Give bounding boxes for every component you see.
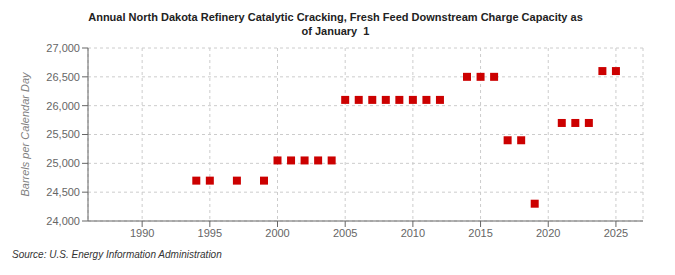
svg-text:26,500: 26,500 [46, 71, 80, 83]
svg-text:1995: 1995 [198, 227, 222, 239]
svg-text:2010: 2010 [401, 227, 425, 239]
html-text:Annual North Dakota Refinery C: Annual North Dakota Refinery Catalytic C… [88, 11, 583, 23]
html-text:Source: U.S. Energy Informatio: Source: U.S. Energy Information Administ… [12, 249, 222, 260]
html-text:of January 1: of January 1 [301, 25, 370, 37]
svg-text:27,000: 27,000 [46, 42, 80, 54]
svg-text:2015: 2015 [468, 227, 492, 239]
svg-text:1990: 1990 [130, 227, 154, 239]
svg-text:Barrels per Calendar Day: Barrels per Calendar Day [19, 71, 31, 197]
svg-text:2000: 2000 [265, 227, 289, 239]
svg-text:25,000: 25,000 [46, 157, 80, 169]
svg-text:26,000: 26,000 [46, 100, 80, 112]
svg-text:2005: 2005 [333, 227, 357, 239]
svg-text:25,500: 25,500 [46, 128, 80, 140]
svg-text:2025: 2025 [604, 227, 628, 239]
svg-text:2020: 2020 [536, 227, 560, 239]
svg-text:24,000: 24,000 [46, 215, 80, 227]
svg-text:24,500: 24,500 [46, 186, 80, 198]
